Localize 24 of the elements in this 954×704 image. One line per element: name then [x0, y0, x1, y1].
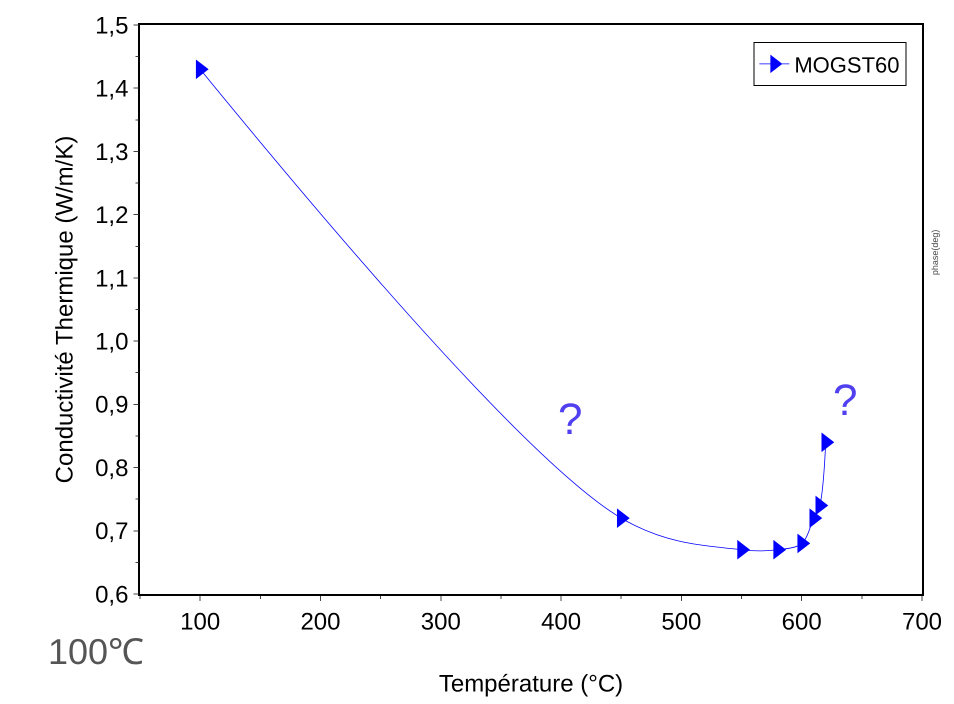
x-tick-label: 700: [902, 608, 942, 636]
legend-label: MOGST60: [794, 52, 900, 78]
x-tick-label: 600: [782, 608, 822, 636]
annotation: ?: [558, 395, 582, 444]
y-tick-label: 0,6: [95, 581, 128, 608]
y-tick-label: 0,8: [95, 454, 128, 482]
y-tick-label: 1,5: [95, 12, 128, 40]
x-tick-label: 100: [180, 608, 220, 636]
annotation: ?: [833, 376, 858, 425]
x-tick-label: 200: [300, 608, 340, 636]
x-tick-label: 500: [661, 608, 702, 636]
y-tick-label: 1,4: [95, 76, 128, 103]
y-axis-title: Conductivité Thermique (W/m/K): [52, 136, 79, 484]
x-axis-title: Température (°C): [438, 670, 624, 698]
y-tick-label: 1,3: [95, 138, 128, 166]
y-tick-label: 0,7: [95, 518, 128, 546]
y-tick-label: 0,9: [95, 392, 128, 419]
text: 100℃: [48, 631, 144, 672]
y-tick-label: 1,1: [95, 265, 128, 292]
x-tick-label: 300: [420, 608, 461, 636]
x-tick-label: 400: [541, 608, 582, 636]
y-tick-label: 1,0: [95, 328, 128, 356]
y-tick-label: 1,2: [95, 202, 128, 230]
text: phase(deg): [930, 230, 940, 276]
